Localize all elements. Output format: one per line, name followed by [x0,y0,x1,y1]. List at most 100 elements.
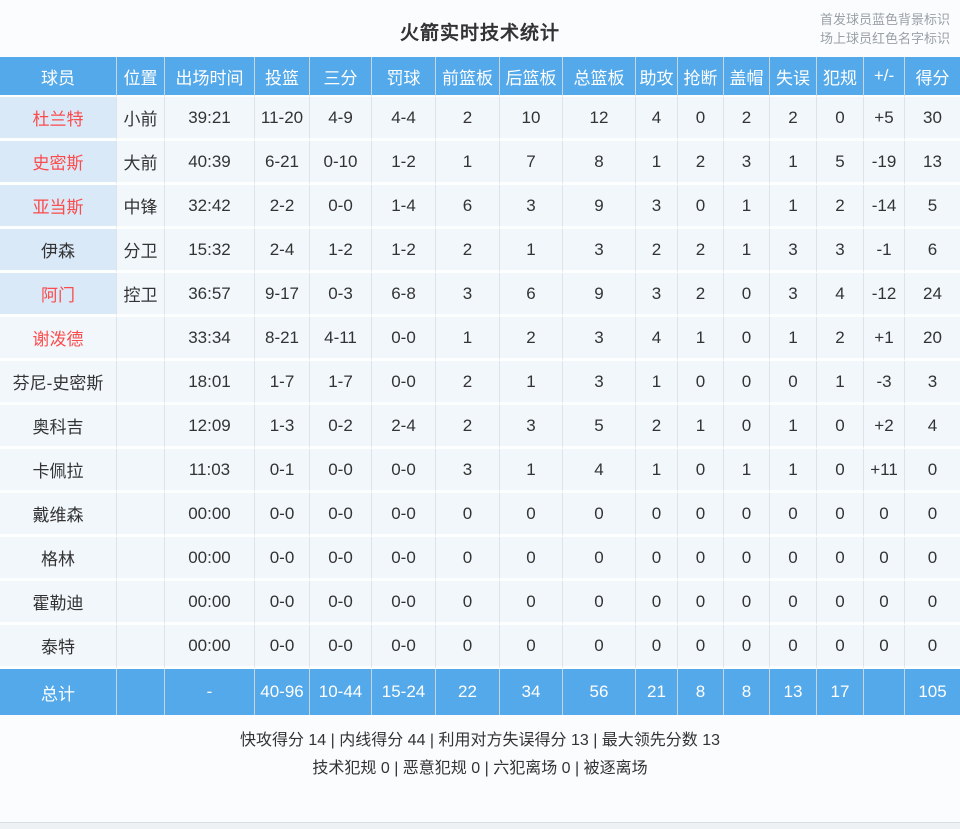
player-position: 分卫 [117,229,165,273]
player-3pt: 0-0 [310,625,372,669]
player-tov: 1 [770,449,817,493]
total-oreb: 22 [436,669,500,715]
player-pf: 0 [817,537,864,581]
player-ast: 0 [636,581,678,625]
player-plusminus: 0 [864,581,905,625]
table-row: 阿门 控卫 36:57 9-17 0-3 6-8 3 6 9 3 2 0 3 4… [0,273,960,317]
player-stl: 0 [678,581,724,625]
player-ft: 6-8 [372,273,436,317]
player-fg: 0-0 [255,625,310,669]
player-oreb: 2 [436,361,500,405]
header-bar: 火箭实时技术统计 首发球员蓝色背景标识 场上球员红色名字标识 [0,0,960,57]
player-fg: 11-20 [255,97,310,141]
player-ast: 1 [636,361,678,405]
total-tov: 13 [770,669,817,715]
player-3pt: 0-0 [310,493,372,537]
player-position: 控卫 [117,273,165,317]
player-position [117,361,165,405]
player-plusminus: -14 [864,185,905,229]
player-oreb: 3 [436,273,500,317]
player-fg: 0-0 [255,493,310,537]
player-3pt: 0-10 [310,141,372,185]
player-pf: 0 [817,449,864,493]
col-plusminus: +/- [864,57,905,97]
player-pf: 1 [817,361,864,405]
player-blk: 0 [724,405,770,449]
total-minutes: - [165,669,255,715]
col-position: 位置 [117,57,165,97]
col-fg: 投篮 [255,57,310,97]
player-position: 小前 [117,97,165,141]
player-position [117,493,165,537]
player-ast: 1 [636,449,678,493]
player-dreb: 1 [500,361,563,405]
player-treb: 8 [563,141,636,185]
total-label: 总计 [0,669,117,715]
player-stl: 2 [678,229,724,273]
player-fg: 0-1 [255,449,310,493]
total-pts: 105 [905,669,960,715]
player-oreb: 2 [436,97,500,141]
player-minutes: 11:03 [165,449,255,493]
player-plusminus: +5 [864,97,905,141]
player-ast: 3 [636,185,678,229]
player-pts: 0 [905,449,960,493]
player-ft: 1-2 [372,141,436,185]
player-ast: 0 [636,625,678,669]
player-stl: 1 [678,317,724,361]
table-row: 卡佩拉 11:03 0-1 0-0 0-0 3 1 4 1 0 1 1 0 +1… [0,449,960,493]
player-ast: 1 [636,141,678,185]
player-dreb: 3 [500,185,563,229]
player-3pt: 0-0 [310,537,372,581]
player-pf: 3 [817,229,864,273]
col-pts: 得分 [905,57,960,97]
player-ft: 0-0 [372,625,436,669]
table-row: 杜兰特 小前 39:21 11-20 4-9 4-4 2 10 12 4 0 2… [0,97,960,141]
player-tov: 0 [770,537,817,581]
player-ast: 4 [636,97,678,141]
player-stl: 0 [678,361,724,405]
player-pts: 3 [905,361,960,405]
player-name: 谢泼德 [0,317,117,361]
player-name: 卡佩拉 [0,449,117,493]
col-player: 球员 [0,57,117,97]
player-pts: 4 [905,405,960,449]
player-minutes: 12:09 [165,405,255,449]
player-name: 霍勒迪 [0,581,117,625]
player-ft: 2-4 [372,405,436,449]
player-plusminus: +1 [864,317,905,361]
player-dreb: 0 [500,537,563,581]
player-3pt: 4-11 [310,317,372,361]
player-stl: 0 [678,493,724,537]
player-stl: 2 [678,273,724,317]
legend-oncourt-note: 场上球员红色名字标识 [819,31,950,46]
player-pts: 0 [905,625,960,669]
player-minutes: 33:34 [165,317,255,361]
player-pf: 0 [817,493,864,537]
player-blk: 1 [724,449,770,493]
player-pf: 0 [817,405,864,449]
col-3pt: 三分 [310,57,372,97]
player-ast: 4 [636,317,678,361]
player-dreb: 6 [500,273,563,317]
player-treb: 9 [563,185,636,229]
player-position [117,537,165,581]
player-tov: 0 [770,361,817,405]
player-minutes: 00:00 [165,581,255,625]
player-rows: 杜兰特 小前 39:21 11-20 4-9 4-4 2 10 12 4 0 2… [0,97,960,669]
player-plusminus: 0 [864,625,905,669]
player-treb: 0 [563,581,636,625]
table-row: 谢泼德 33:34 8-21 4-11 0-0 1 2 3 4 1 0 1 2 … [0,317,960,361]
player-pf: 0 [817,581,864,625]
player-ft: 0-0 [372,581,436,625]
team-notes: 快攻得分 14 | 内线得分 44 | 利用对方失误得分 13 | 最大领先分数… [0,715,960,783]
player-fg: 9-17 [255,273,310,317]
player-pts: 5 [905,185,960,229]
player-minutes: 00:00 [165,537,255,581]
player-ast: 3 [636,273,678,317]
col-ft: 罚球 [372,57,436,97]
total-fg: 40-96 [255,669,310,715]
player-name: 奥科吉 [0,405,117,449]
table-row: 格林 00:00 0-0 0-0 0-0 0 0 0 0 0 0 0 0 0 0 [0,537,960,581]
player-fg: 2-2 [255,185,310,229]
